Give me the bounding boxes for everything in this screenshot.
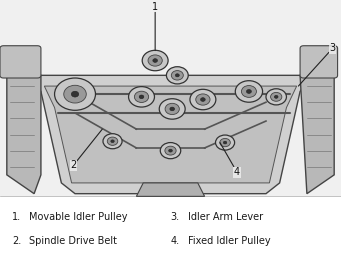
Text: 4.: 4. — [170, 236, 180, 246]
Circle shape — [153, 59, 158, 62]
Circle shape — [134, 91, 149, 102]
Circle shape — [266, 89, 286, 105]
Text: 3.: 3. — [170, 211, 180, 222]
Circle shape — [160, 143, 181, 159]
Text: 2.: 2. — [12, 236, 21, 246]
Circle shape — [139, 95, 144, 99]
Circle shape — [275, 95, 278, 98]
Circle shape — [190, 89, 216, 110]
Polygon shape — [136, 183, 205, 196]
Text: Movable Idler Pulley: Movable Idler Pulley — [29, 211, 128, 222]
Circle shape — [271, 92, 282, 101]
Circle shape — [55, 78, 95, 110]
Circle shape — [148, 55, 162, 66]
Circle shape — [235, 81, 263, 102]
Polygon shape — [31, 75, 310, 194]
FancyBboxPatch shape — [300, 46, 338, 78]
Text: Idler Arm Lever: Idler Arm Lever — [188, 211, 263, 222]
Circle shape — [169, 149, 172, 152]
FancyBboxPatch shape — [0, 0, 341, 196]
Text: 3: 3 — [298, 43, 336, 86]
Polygon shape — [7, 59, 41, 194]
Circle shape — [175, 74, 179, 77]
Circle shape — [170, 107, 175, 111]
Polygon shape — [44, 86, 297, 183]
FancyBboxPatch shape — [0, 46, 41, 78]
Text: Fixed Idler Pulley: Fixed Idler Pulley — [188, 236, 270, 246]
Circle shape — [171, 70, 183, 80]
Text: 2: 2 — [70, 129, 102, 171]
Circle shape — [111, 140, 114, 143]
Circle shape — [196, 94, 210, 105]
Circle shape — [142, 50, 168, 71]
Circle shape — [107, 137, 118, 145]
Text: 4: 4 — [220, 143, 240, 177]
Circle shape — [129, 87, 154, 107]
Circle shape — [165, 146, 176, 155]
Circle shape — [103, 134, 122, 149]
Text: 1: 1 — [152, 2, 158, 51]
Circle shape — [223, 141, 227, 144]
Circle shape — [64, 85, 86, 103]
Circle shape — [159, 99, 185, 119]
Polygon shape — [300, 59, 334, 194]
Circle shape — [220, 139, 230, 147]
Circle shape — [201, 98, 205, 101]
Circle shape — [247, 90, 251, 93]
Circle shape — [216, 135, 235, 150]
Text: Spindle Drive Belt: Spindle Drive Belt — [29, 236, 117, 246]
Circle shape — [241, 86, 256, 97]
Circle shape — [166, 67, 188, 84]
Circle shape — [165, 103, 179, 115]
Circle shape — [71, 91, 79, 97]
Text: 1.: 1. — [12, 211, 21, 222]
